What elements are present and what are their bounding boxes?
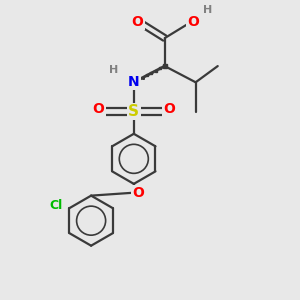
Text: O: O: [132, 15, 144, 29]
Text: O: O: [163, 102, 175, 116]
Text: O: O: [187, 15, 199, 29]
Text: Cl: Cl: [50, 199, 63, 212]
Text: N: N: [128, 75, 140, 89]
Text: O: O: [92, 102, 104, 116]
Text: H: H: [109, 65, 118, 76]
Text: S: S: [128, 104, 139, 119]
Text: O: O: [132, 186, 144, 200]
Text: H: H: [203, 5, 212, 15]
